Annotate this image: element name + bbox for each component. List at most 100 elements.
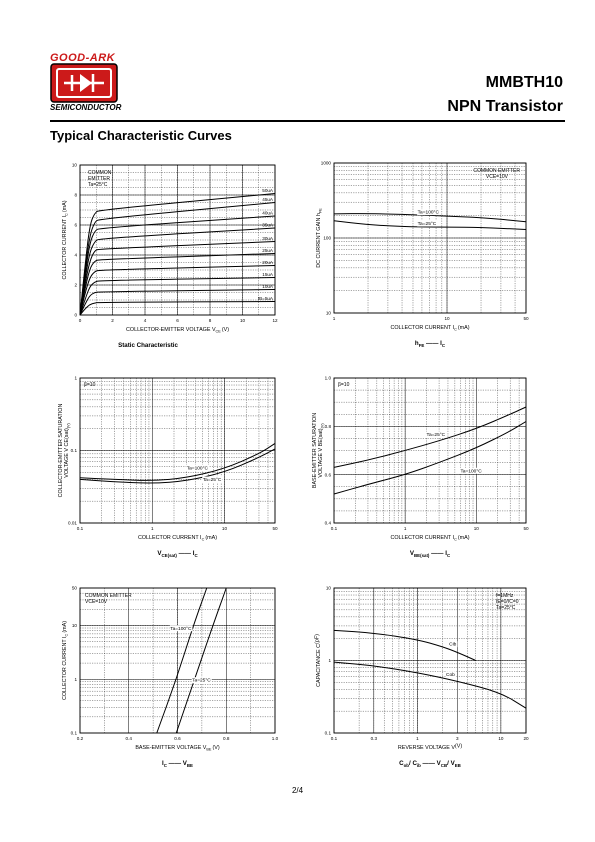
part-number: MMBTH10 — [485, 74, 563, 91]
y-tick-label: 10 — [72, 163, 78, 168]
chart-caption: VCE(sat) —— IC — [157, 550, 198, 558]
series-line-1 — [79, 448, 276, 484]
series-label: Ta=25°C — [427, 432, 446, 438]
series-label: 40uA — [262, 211, 274, 216]
y-tick-label: 0.6 — [325, 472, 332, 477]
series-label: 45uA — [262, 197, 274, 202]
annotation: COMMON EMITTER — [473, 168, 520, 174]
series-label: Ta=25°C — [418, 221, 437, 227]
annotation: IE=0/IC=0 — [496, 599, 519, 605]
chart-vbesat-vs-ic: 0.1 1 10 50 0.4 0.6 0.8 1.0 COLLECTOR CURRENT IC… — [312, 376, 529, 558]
x-tick-label: 10 — [498, 736, 504, 741]
y-axis-label-2: VOLTAGE V CE(sat)(V) — [64, 422, 71, 477]
series-line-1 — [333, 421, 527, 495]
x-tick-label: 10 — [222, 526, 228, 531]
chart-static-characteristic: 0 2 4 6 8 10 12 0 2 4 6 8 10 COLLECTOR-EMITTER VOLTAG… — [62, 163, 278, 349]
y-tick-label: 100 — [323, 236, 331, 241]
company-logo-subtext: SEMICONDUCTOR — [50, 103, 122, 112]
x-tick-label: 1 — [416, 736, 419, 741]
series-line-8 — [79, 289, 276, 316]
x-tick-label: 1 — [404, 526, 407, 531]
page-number: 2/4 — [291, 786, 304, 795]
y-axis-label: COLLECTOR-EMITTER SATURATION — [58, 404, 64, 498]
series-line-0 — [156, 587, 208, 734]
plot-frame — [333, 162, 527, 314]
series-label: Ta=100°C — [170, 626, 192, 632]
series-label: Ta=100°C — [187, 465, 209, 471]
series-label-bg — [448, 641, 458, 648]
series-label: Ta=100°C — [460, 468, 482, 474]
y-tick-label: 2 — [74, 283, 77, 288]
series-label-bg — [191, 677, 212, 684]
y-tick-label: 1 — [328, 658, 331, 663]
series-label-bg — [186, 464, 210, 471]
y-tick-label: 10 — [326, 586, 332, 591]
x-tick-label: 10 — [474, 526, 480, 531]
y-tick-label: 0.1 — [325, 731, 332, 736]
series-line-6 — [79, 265, 276, 316]
annotation: VCE=10V — [85, 599, 108, 605]
y-tick-label: 0.01 — [68, 521, 77, 526]
x-tick-label: 2 — [111, 318, 114, 323]
annotation: EMITTER — [88, 176, 110, 182]
x-tick-label: 6 — [176, 318, 179, 323]
plot-frame — [79, 164, 276, 316]
x-tick-label: 0.1 — [331, 736, 338, 741]
header-divider — [50, 120, 565, 122]
y-axis-label: BASE-EMITTER SATURATION — [312, 413, 318, 488]
y-axis-label: COLLECTOR CURRENT IC (mA) — [62, 200, 69, 279]
chart-grid — [79, 164, 276, 316]
series-label-bg — [459, 467, 483, 474]
series-label: 30uA — [262, 236, 274, 241]
x-tick-label: 1 — [333, 316, 336, 321]
x-tick-label: 0.2 — [77, 736, 84, 741]
series-label: Cib — [449, 642, 457, 648]
series-line-0 — [333, 406, 527, 468]
chart-caption: Static Characteristic — [118, 342, 178, 349]
x-tick-label: 0.8 — [223, 736, 230, 741]
x-tick-label: 10 — [444, 316, 450, 321]
chart-caption: hFE —— IC — [415, 340, 446, 348]
part-description: NPN Transistor — [447, 98, 563, 115]
x-tick-label: 8 — [209, 318, 212, 323]
series-label: 50uA — [262, 188, 274, 193]
series-label: IB=5uA — [258, 296, 274, 301]
y-tick-label: 1 — [74, 376, 77, 381]
series-line-1 — [333, 661, 527, 709]
x-tick-label: 4 — [144, 318, 147, 323]
chart-grid — [79, 377, 276, 524]
plot-frame — [79, 377, 276, 524]
x-tick-label: 50 — [523, 316, 529, 321]
y-tick-label: 0 — [74, 313, 77, 318]
series-line-9 — [79, 301, 276, 316]
chart-grid — [333, 162, 527, 314]
plot-frame — [333, 377, 527, 524]
series-label: Ta=25°C — [192, 678, 211, 684]
series-line-1 — [333, 220, 527, 230]
series-label-bg — [426, 431, 447, 438]
x-tick-label: 0.1 — [77, 526, 84, 531]
company-logo-text: GOOD-ARK — [50, 52, 116, 64]
plot-frame — [333, 587, 527, 734]
x-tick-label: 20 — [523, 736, 529, 741]
series-label-bg — [169, 625, 193, 632]
series-label: 20uA — [262, 260, 274, 265]
company-logo-icon — [50, 63, 118, 103]
series-label-bg — [417, 209, 440, 216]
x-tick-label: 50 — [272, 526, 278, 531]
y-tick-label: 1.0 — [325, 376, 332, 381]
x-axis-label: COLLECTOR CURRENT IC (mA) — [138, 535, 217, 542]
chart-capacitance-vs-voltage: 0.1 0.3 1 3 10 20 0.1 1 10 REVERSE VOLTAGE V(V) CA… — [314, 586, 529, 768]
annotation: VCE=10V — [486, 174, 509, 180]
series-label: Ta=100°C — [418, 210, 440, 216]
y-tick-label: 1000 — [321, 161, 332, 166]
x-tick-label: 0.3 — [371, 736, 378, 741]
y-tick-label: 8 — [74, 193, 77, 198]
annotation: β=10 — [338, 382, 350, 388]
plot-frame — [79, 587, 276, 734]
annotation: Ta=25°C — [496, 605, 516, 611]
series-label-bg — [202, 476, 223, 483]
y-tick-label: 10 — [72, 623, 78, 628]
series-label: Cob — [446, 672, 455, 678]
